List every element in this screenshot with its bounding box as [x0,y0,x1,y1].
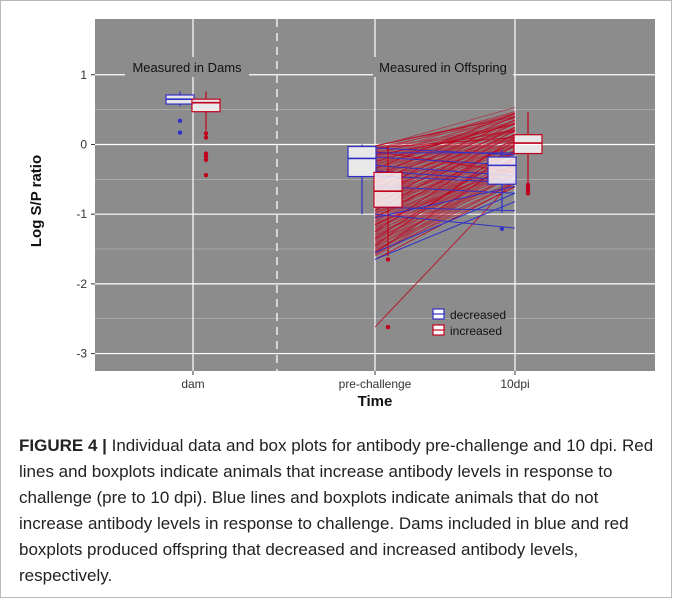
outlier-point-3 [203,154,209,159]
y-tick-label-1: 0 [80,137,87,151]
increased-line [374,123,516,174]
box-iqr [347,145,377,178]
figure-caption: FIGURE 4 | Individual data and box plots… [19,433,659,589]
y-axis-ticks: 1 0 -1 -2 -3 [76,68,95,361]
legend-decreased-label: decreased [450,308,506,322]
outlier-point-0 [385,257,391,262]
increased-line [374,127,516,177]
boxplot-increased-pre-challenge [373,145,403,330]
decreased-line-0 [374,147,516,156]
caption-label: FIGURE 4 | [19,436,107,455]
box-iqr [373,171,403,208]
increased-line [374,127,516,181]
caption-text: Individual data and box plots for antibo… [19,436,654,585]
y-tick-label-2: -1 [76,207,87,221]
boxplot-decreased-dam [165,91,195,135]
boxplot-increased-10dpi [513,112,543,196]
box-iqr [487,156,517,185]
boxplot-decreased-pre-challenge [347,144,377,215]
x-tick-label-2: 10dpi [500,377,529,391]
increased-line-17 [374,136,516,149]
y-tick-label-0: 1 [80,68,87,82]
outlier-point-1 [385,324,391,330]
y-tick-label-4: -3 [76,347,87,361]
box-iqr [191,98,221,113]
annotation-offspring: Measured in Offspring [379,60,507,75]
increased-line [374,112,516,155]
box-iqr [513,134,543,155]
increased-line [374,174,516,253]
increased-line-14 [374,112,516,170]
annotation-dams-bg [125,57,249,77]
increased-line [374,120,516,170]
decreased-line-6 [374,213,516,229]
outlier-point-3 [525,191,531,196]
increased-line [374,171,516,252]
decreased-line-9 [374,201,516,260]
increased-line [374,180,516,257]
outlier-point-1 [177,130,183,135]
increased-line [374,107,516,148]
increased-line-18 [374,116,516,147]
increased-line-0 [374,178,516,328]
annotation-dams: Measured in Dams [132,60,242,75]
decreased-line-8 [374,192,516,253]
legend: decreased increased [432,308,506,338]
increased-line-13 [374,116,516,177]
outlier-point-4 [203,157,209,162]
y-axis-label: Log S/P ratio [28,155,45,247]
boxplot-decreased-10dpi [487,150,517,232]
outlier-point-5 [203,172,209,178]
x-tick-label-1: pre-challenge [339,377,412,391]
outlier-point-0 [177,118,183,123]
boxplot-increased-dam [191,91,221,178]
outlier-point-1 [203,135,209,140]
outlier-point-0 [499,226,505,232]
x-axis-label: Time [358,393,393,410]
increased-line [374,172,516,256]
decreased-line-7 [374,185,516,219]
y-tick-label-3: -2 [76,277,87,291]
x-axis-ticks: dam pre-challenge 10dpi [181,371,530,391]
legend-increased-label: increased [450,324,502,338]
boxplots [165,91,543,330]
annotation-offspring-bg [373,57,513,77]
chart-plot: Measured in Dams Measured in Offspring 1… [28,19,655,410]
outlier-point-0 [203,131,209,136]
x-tick-label-0: dam [181,377,204,391]
